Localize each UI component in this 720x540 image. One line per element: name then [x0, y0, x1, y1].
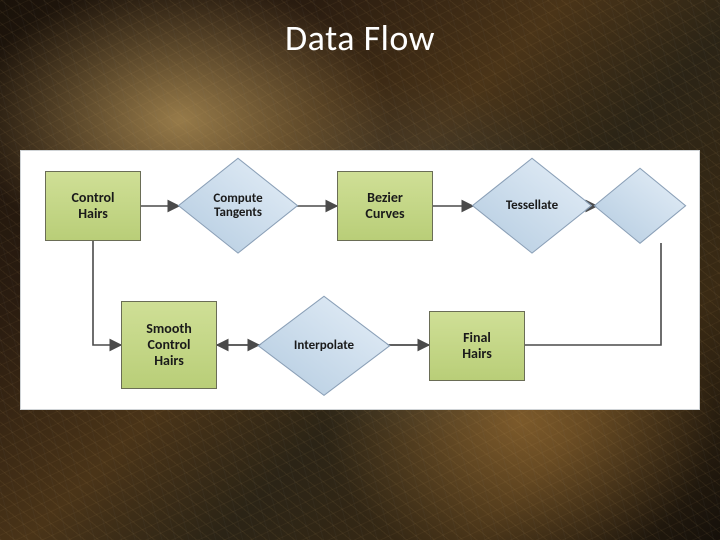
node-label — [595, 169, 685, 243]
flowchart-board: ControlHairs ComputeTangents BezierCurves T… — [20, 150, 700, 410]
node-n2: ComputeTangents — [179, 159, 297, 253]
node-label: Tessellate — [473, 159, 591, 253]
node-n5 — [595, 169, 685, 243]
node-n7: Interpolate — [259, 297, 389, 395]
slide-stage: Data Flow ControlHairs ComputeTangents Bez… — [0, 0, 720, 540]
node-n3: BezierCurves — [337, 171, 433, 241]
node-n1: ControlHairs — [45, 171, 141, 241]
node-label: ComputeTangents — [179, 159, 297, 253]
page-title: Data Flow — [0, 16, 720, 60]
node-label: Interpolate — [259, 297, 389, 395]
edge-n1-n6 — [93, 241, 121, 345]
node-n4: Tessellate — [473, 159, 591, 253]
node-n6: SmoothControlHairs — [121, 301, 217, 389]
node-n8: FinalHairs — [429, 311, 525, 381]
